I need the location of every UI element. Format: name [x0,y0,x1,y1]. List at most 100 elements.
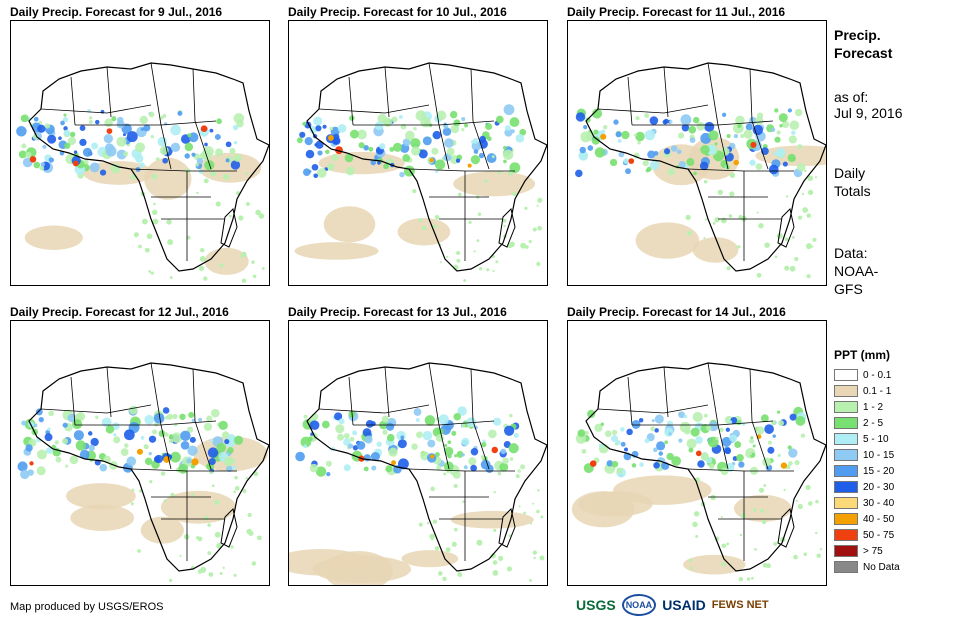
light-rain-speck [808,501,813,506]
light-rain-speck [490,553,496,559]
light-rain-speck [203,178,209,184]
light-rain-speck [758,487,765,493]
rain-cell [578,151,588,160]
rain-cell [171,432,183,443]
rain-cell [386,422,395,431]
rain-cell [504,125,511,131]
rain-cell [480,455,485,459]
rain-cell [435,452,440,457]
legend-item: 20 - 30 [834,480,900,494]
rain-cell [613,119,619,125]
rain-cell [322,124,327,129]
rain-cell [631,463,637,468]
rain-cell [405,130,415,141]
rain-cell [670,145,678,152]
rain-cell [113,436,121,444]
rain-cell [75,440,86,451]
light-rain-speck [726,266,731,271]
light-rain-speck [776,232,783,239]
rain-cell [363,466,369,472]
rain-cell [63,129,71,137]
rain-cell [313,116,323,126]
light-rain-speck [150,271,154,275]
light-rain-speck [486,268,490,272]
rain-cell [364,435,373,444]
light-rain-speck [737,245,741,249]
rain-cell [481,441,487,448]
rain-cell [370,159,377,166]
rain-cell [209,470,213,475]
africa-map [288,20,548,286]
rain-cell [789,120,800,131]
rain-cell [422,136,432,146]
dry-area [204,247,249,275]
rain-cell [504,128,513,137]
country-border [687,468,745,472]
country-border [150,62,162,126]
light-rain-speck [532,227,537,232]
rain-cell [345,166,355,176]
rain-cell [583,125,588,130]
rain-cell [402,154,411,162]
rain-cell [585,117,591,123]
country-border [597,408,665,414]
rain-cell [218,420,228,431]
logo-strip: USGS NOAA USAID FEWS NET [576,594,769,616]
light-rain-speck [233,573,237,577]
rain-cell [343,464,351,472]
legend-item: 40 - 50 [834,512,900,526]
panel-title: Daily Precip. Forecast for 13 Jul., 2016 [288,305,507,319]
legend-swatch [834,465,858,477]
rain-cell [579,146,586,154]
rain-cell [503,159,507,164]
light-rain-speck [508,534,511,538]
country-border [384,404,430,414]
legend-item: 30 - 40 [834,496,900,510]
rain-cell [721,436,732,447]
rain-cell [752,444,756,448]
rain-cell [153,412,165,424]
rain-cell [461,453,465,457]
dry-area [450,510,534,529]
light-rain-speck [729,191,735,197]
light-rain-speck [763,484,767,487]
light-rain-speck [720,217,727,224]
rain-cell [343,432,350,439]
light-rain-speck [804,169,807,173]
light-rain-speck [432,224,437,229]
rain-cell [398,114,403,119]
legend-label: > 75 [863,545,883,557]
light-rain-speck [524,206,528,211]
heavy-rain-cell [695,450,702,457]
light-rain-speck [793,554,798,560]
light-rain-speck [230,545,234,549]
rain-cell [195,162,199,167]
country-border [70,376,76,426]
heavy-rain-cell [467,163,472,168]
rain-cell [452,470,461,479]
light-rain-speck [815,499,819,504]
light-rain-speck [693,511,700,517]
light-rain-speck [133,232,139,238]
country-border [160,124,172,170]
rain-cell [416,431,423,439]
rain-cell [500,448,507,455]
rain-cell [225,141,232,148]
rain-cell [25,444,33,452]
light-rain-speck [703,179,708,184]
rain-cell [317,150,323,156]
rain-cell [327,163,335,171]
rain-cell [148,451,152,456]
rain-cell [203,422,213,431]
rain-cell [689,137,696,143]
rain-cell [303,444,308,448]
rain-cell [499,462,509,472]
rain-cell [162,407,170,414]
rain-cell [337,124,347,133]
rain-cell [343,438,351,446]
light-rain-speck [437,571,443,576]
country-border [318,108,386,114]
rain-cell [329,126,333,131]
rain-cell [316,168,327,178]
rain-cell [196,157,204,165]
